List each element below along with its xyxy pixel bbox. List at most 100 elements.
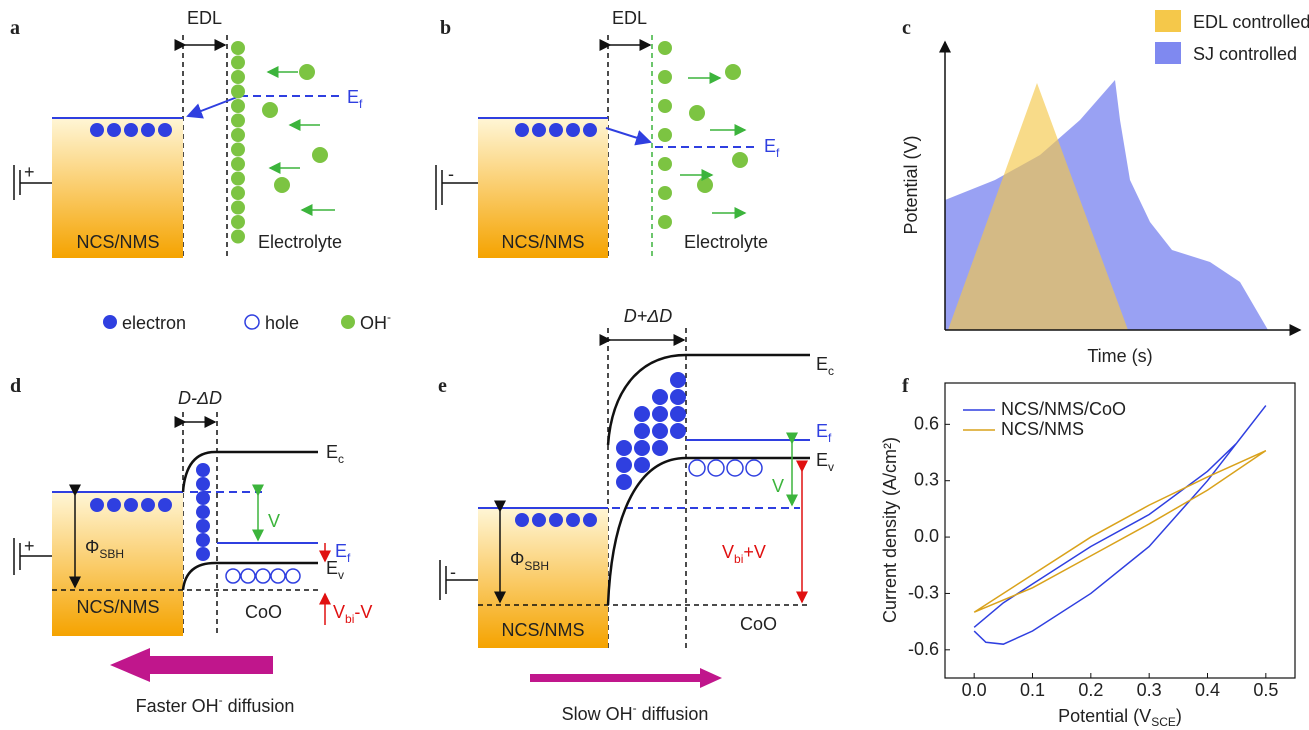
v-label: V — [268, 511, 280, 531]
hole — [689, 460, 705, 476]
electron — [634, 406, 650, 422]
oh-ion — [658, 41, 672, 55]
ev-label: Ev — [326, 558, 344, 582]
y-label: Current density (A/cm²) — [880, 437, 900, 623]
e: E — [764, 136, 776, 156]
ec-label: Ec — [326, 442, 344, 466]
hole — [271, 569, 285, 583]
electron — [158, 123, 172, 137]
y-tick-label: -0.6 — [908, 639, 939, 659]
species-legend: electron hole OH- — [103, 310, 391, 333]
material: NCS/NMS — [501, 620, 584, 640]
oxide: CoO — [245, 602, 282, 622]
cv-curve — [974, 451, 1266, 613]
oh-ion — [658, 99, 672, 113]
hole — [241, 569, 255, 583]
y-tick-label: -0.3 — [908, 582, 939, 602]
sub: c — [338, 452, 344, 466]
e: E — [326, 558, 338, 578]
electron — [107, 498, 121, 512]
y-tick-label: 0.0 — [914, 526, 939, 546]
transfer-arrow — [606, 128, 650, 142]
electron — [196, 547, 210, 561]
y-label: Potential (V) — [901, 135, 921, 234]
panel-b: b EDL NCS/NMS Electrolyte Ef - — [436, 8, 780, 258]
electron — [652, 423, 668, 439]
sub: f — [347, 551, 351, 565]
oh-ion — [231, 230, 245, 244]
oh-ion — [732, 152, 748, 168]
legend-text: NCS/NMS — [1001, 419, 1084, 439]
x-tick-label: 0.4 — [1195, 680, 1220, 700]
oh-ion — [725, 64, 741, 80]
electron — [196, 477, 210, 491]
e: E — [347, 87, 359, 107]
oh-ion — [231, 85, 245, 99]
legend-swatch — [1155, 42, 1181, 64]
t: Potential (V — [1058, 706, 1151, 726]
panel-e: e D+ΔD Ec Ef Ev ΦSBH V Vbi+V NCS/NMS CoO… — [438, 306, 834, 724]
electron — [616, 474, 632, 490]
electron — [196, 463, 210, 477]
electron — [124, 498, 138, 512]
diffusion-arrow — [110, 648, 273, 682]
oh-ion — [231, 143, 245, 157]
oh-ion — [231, 201, 245, 215]
legend-text: SJ controlled — [1193, 44, 1297, 64]
x-tick-label: 0.1 — [1020, 680, 1045, 700]
panel-f: f Potential (VSCE) Current density (A/cm… — [880, 375, 1295, 729]
electron — [532, 513, 546, 527]
electron — [549, 123, 563, 137]
hole — [708, 460, 724, 476]
electron — [196, 519, 210, 533]
electron — [634, 440, 650, 456]
electron — [583, 123, 597, 137]
electron — [532, 123, 546, 137]
electron — [634, 457, 650, 473]
electron — [566, 123, 580, 137]
sub: bi — [734, 552, 743, 566]
electron — [670, 372, 686, 388]
panel-label: f — [902, 375, 909, 397]
sup: - — [387, 310, 391, 324]
v: V — [722, 542, 734, 562]
electron — [652, 406, 668, 422]
rest: -V — [354, 602, 372, 622]
x-label: Time (s) — [1087, 346, 1152, 366]
electron — [549, 513, 563, 527]
oh-ion — [231, 172, 245, 186]
oh-ion — [697, 177, 713, 193]
oh-ion — [231, 70, 245, 84]
x-tick-label: 0.2 — [1078, 680, 1103, 700]
sub: f — [776, 146, 780, 160]
oh-ion — [231, 56, 245, 70]
panel-c: c EDL controlled SJ controlled Time (s) … — [901, 10, 1309, 366]
legend-text: OH- — [360, 310, 391, 333]
panel-label: a — [10, 17, 20, 39]
electron — [515, 513, 529, 527]
sign: + — [24, 536, 35, 556]
oh-ion — [658, 215, 672, 229]
electron — [652, 440, 668, 456]
panel-d: d D-ΔD Ec Ef Ev ΦSBH V Vbi-V NCS/NMS CoO… — [10, 375, 372, 716]
sub: f — [359, 97, 363, 111]
sub: SCE — [1151, 715, 1176, 729]
e: E — [816, 450, 828, 470]
sub: c — [828, 364, 834, 378]
panel-label: c — [902, 17, 911, 39]
width-label: D-ΔD — [178, 388, 222, 408]
legend-swatch — [1155, 10, 1181, 32]
material: NCS/NMS — [501, 232, 584, 252]
oh-ion — [658, 186, 672, 200]
electron — [107, 123, 121, 137]
electron — [652, 389, 668, 405]
sign: - — [450, 562, 456, 582]
legend-text: NCS/NMS/CoO — [1001, 399, 1126, 419]
legend-text: hole — [265, 313, 299, 333]
ef-label: Ef — [347, 87, 363, 111]
material: NCS/NMS — [76, 597, 159, 617]
t: Faster OH — [136, 696, 219, 716]
diffusion-arrow — [530, 668, 722, 688]
sub: SBH — [99, 547, 124, 561]
panel-label: e — [438, 375, 447, 397]
